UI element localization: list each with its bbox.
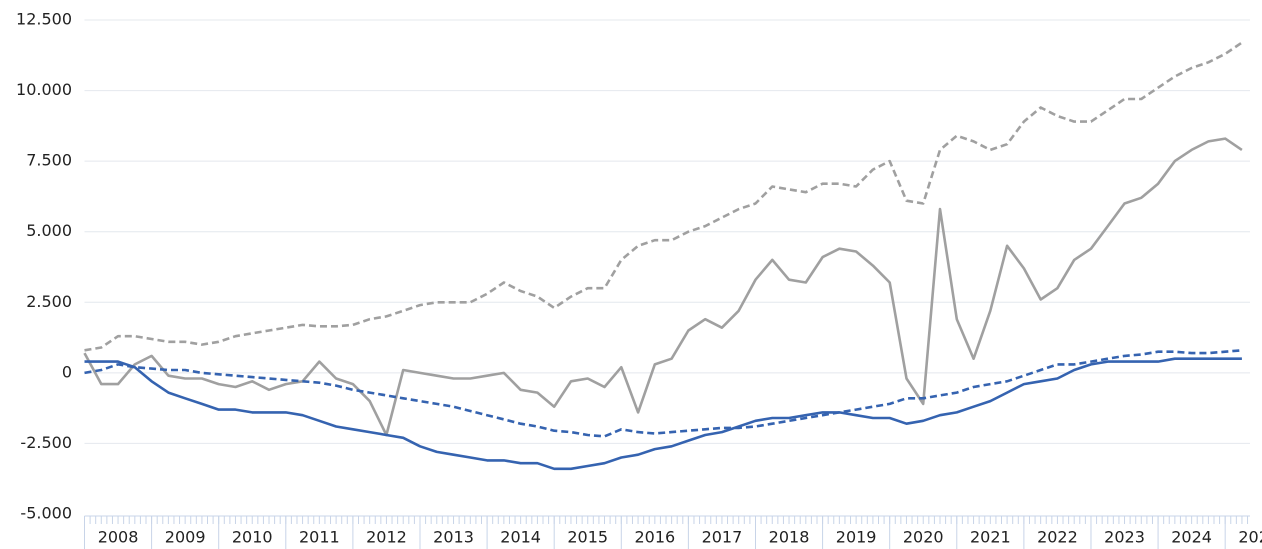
- y-tick-label: 12.500: [16, 10, 72, 29]
- x-tick-label: 2023: [1104, 528, 1145, 547]
- x-tick-label: 2011: [299, 528, 340, 547]
- x-tick-label: 2015: [567, 528, 608, 547]
- y-tick-label: -2.500: [20, 433, 72, 452]
- y-tick-label: 5.000: [26, 221, 72, 240]
- x-tick-label: 2022: [1037, 528, 1078, 547]
- x-tick-label: 2012: [366, 528, 407, 547]
- y-tick-label: -5.000: [20, 504, 72, 523]
- y-tick-label: 10.000: [16, 80, 72, 99]
- series-line: [83, 137, 1243, 437]
- series-line: [84, 41, 1243, 352]
- y-tick-label: 0: [62, 362, 72, 381]
- x-tick-label: 2008: [98, 528, 139, 547]
- x-tick-label: 2024: [1171, 528, 1212, 547]
- y-tick-label: 2.500: [26, 292, 72, 311]
- x-tick-label: 2018: [769, 528, 810, 547]
- x-tick-label: 2014: [500, 528, 541, 547]
- series-line: [84, 349, 1243, 438]
- x-tick-label: 2019: [836, 528, 877, 547]
- x-tick-label: 2021: [970, 528, 1011, 547]
- x-tick-label: 2025: [1238, 528, 1262, 547]
- x-tick-label: 2013: [433, 528, 474, 547]
- x-tick-label: 2020: [903, 528, 944, 547]
- x-tick-label: 2016: [634, 528, 675, 547]
- y-tick-label: 7.500: [26, 151, 72, 170]
- x-tick-label: 2017: [702, 528, 743, 547]
- series-line: [84, 357, 1242, 471]
- x-tick-label: 2010: [232, 528, 273, 547]
- x-tick-label: 2009: [165, 528, 206, 547]
